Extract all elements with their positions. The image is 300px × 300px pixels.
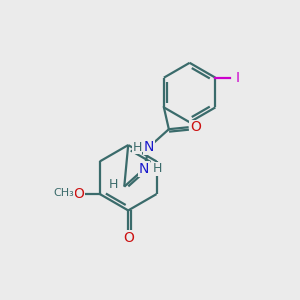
Text: H: H	[133, 140, 142, 154]
Text: H: H	[109, 178, 118, 191]
Text: I: I	[235, 71, 239, 85]
Text: N: N	[139, 162, 149, 176]
Text: O: O	[190, 120, 201, 134]
Text: H: H	[152, 162, 162, 175]
Text: O: O	[123, 231, 134, 245]
Text: O: O	[74, 187, 85, 201]
Text: CH₃: CH₃	[54, 188, 75, 198]
Text: N: N	[144, 140, 154, 154]
